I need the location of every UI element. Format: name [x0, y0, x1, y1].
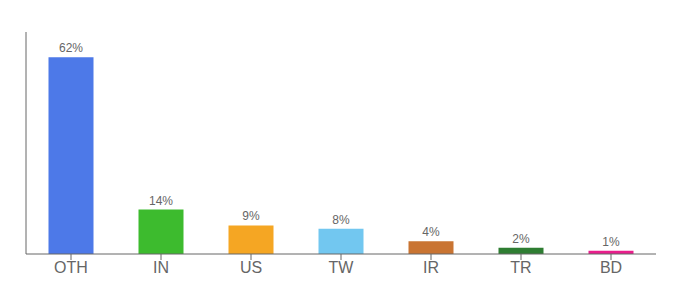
svg-text:IN: IN — [153, 259, 169, 276]
svg-text:TW: TW — [329, 259, 355, 276]
svg-text:2%: 2% — [512, 232, 530, 246]
svg-text:TR: TR — [510, 259, 531, 276]
svg-text:14%: 14% — [149, 194, 173, 208]
svg-text:BD: BD — [600, 259, 622, 276]
svg-text:9%: 9% — [242, 209, 260, 223]
svg-text:OTH: OTH — [54, 259, 88, 276]
svg-text:US: US — [240, 259, 262, 276]
svg-text:62%: 62% — [59, 41, 83, 55]
svg-text:4%: 4% — [422, 225, 440, 239]
svg-text:IR: IR — [423, 259, 439, 276]
svg-text:1%: 1% — [602, 235, 620, 249]
svg-text:8%: 8% — [332, 213, 350, 227]
